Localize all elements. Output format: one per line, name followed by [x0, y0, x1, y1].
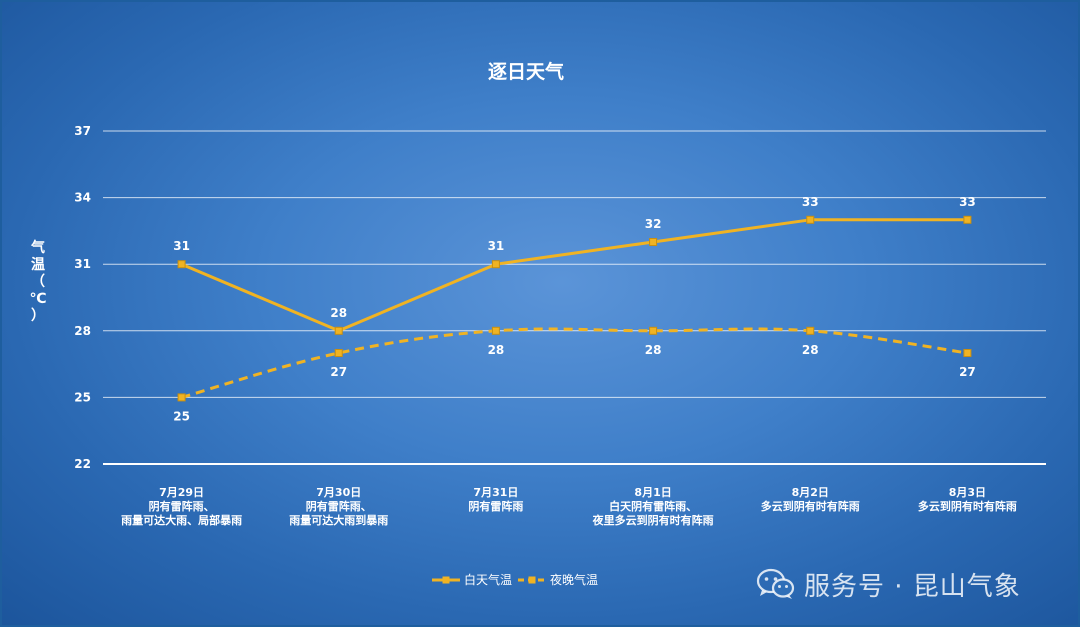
- x-tick-label: 7月29日阴有雷阵雨、雨量可达大雨、局部暴雨: [121, 486, 242, 527]
- y-tick-label: 28: [74, 324, 91, 338]
- series-line-2: [181, 327, 968, 399]
- x-tick-label: 8月2日多云到阴有时有阵雨: [761, 486, 860, 513]
- x-tick-label: 8月1日白天阴有雷阵雨、夜里多云到阴有时有阵雨: [592, 486, 714, 527]
- x-tick-label: 7月30日阴有雷阵雨、雨量可达大雨到暴雨: [289, 486, 388, 527]
- watermark-text: 服务号 · 昆山气象: [804, 571, 1021, 602]
- data-label: 28: [488, 343, 505, 357]
- series-2-point: [806, 326, 815, 335]
- y-tick-label: 25: [74, 390, 91, 404]
- data-label: 25: [173, 409, 190, 423]
- legend-label: 白天气温: [464, 572, 512, 587]
- y-axis-label: 气温（℃）: [30, 239, 47, 324]
- data-label: 28: [645, 343, 662, 357]
- series-2-point: [963, 349, 972, 357]
- data-label: 31: [488, 239, 505, 253]
- data-label: 31: [173, 239, 190, 253]
- data-label: 33: [802, 195, 819, 209]
- series-2-point: [177, 393, 186, 402]
- series-1-point: [334, 326, 343, 335]
- data-label: 27: [959, 365, 976, 379]
- data-label: 28: [802, 343, 819, 357]
- wechat-icon: [756, 568, 795, 599]
- legend-marker: [528, 576, 536, 584]
- y-tick-label: 34: [74, 191, 91, 205]
- watermark: 服务号 · 昆山气象: [756, 564, 1021, 604]
- legend-label: 夜晚气温: [550, 572, 598, 587]
- chart-title: 逐日天气: [488, 60, 564, 83]
- y-tick-label: 22: [74, 457, 91, 471]
- x-tick-label: 8月3日多云到阴有时有阵雨: [918, 486, 1017, 513]
- series-1-point: [649, 238, 658, 246]
- legend-marker: [442, 576, 450, 584]
- x-tick-label: 7月31日阴有雷阵雨: [468, 486, 523, 513]
- y-tick-label: 37: [74, 124, 91, 138]
- series-line-1: [180, 218, 968, 333]
- series-1-point: [806, 215, 815, 224]
- series-1-point: [963, 215, 972, 224]
- series-2-point: [334, 349, 343, 357]
- y-tick-label: 31: [74, 257, 91, 271]
- data-label: 32: [645, 217, 662, 231]
- data-label: 28: [330, 306, 347, 320]
- series-2-point: [491, 326, 500, 335]
- data-label: 33: [959, 195, 976, 209]
- series-1-point: [177, 260, 186, 269]
- series-1-point: [491, 260, 500, 269]
- series-2-point: [649, 326, 658, 335]
- data-label: 27: [330, 365, 347, 379]
